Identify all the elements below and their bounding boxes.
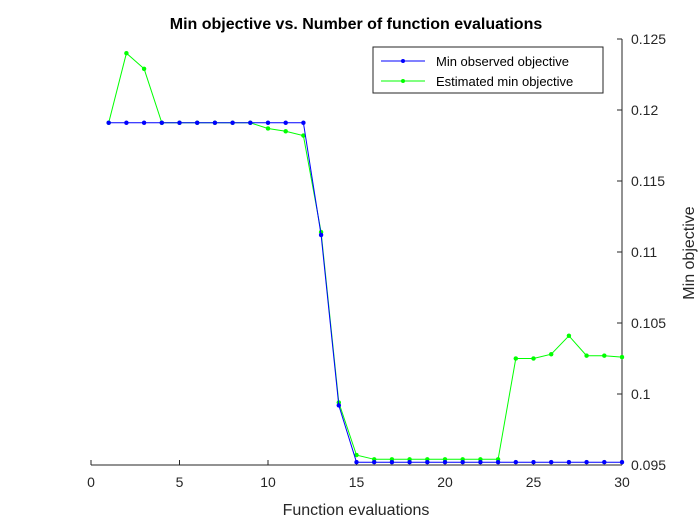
data-point [194,120,200,126]
data-point [425,459,430,465]
data-point [495,459,501,465]
axes: 0 5 10 15 20 25 300.095 0.1 0.105 0.11 0.115 0.12 0.… [87,31,666,490]
data-point [354,459,359,465]
data-point [248,120,253,126]
series-estimated-min-objective [106,50,625,462]
data-point [584,459,589,465]
x-tick-label: 20 [437,474,453,490]
data-point [212,120,218,126]
y-tick-label: 0.12 [631,102,658,118]
x-tick-label: 10 [260,474,276,490]
legend: Min observed objective Estimated min obje… [372,46,604,94]
data-point [513,459,519,465]
data-point [265,126,271,131]
data-point [602,353,607,358]
data-point [124,120,129,126]
data-point [389,459,395,465]
data-point [336,403,342,408]
y-axis-label: Min objective [681,206,698,299]
x-tick-label: 15 [349,474,365,490]
data-point [141,120,147,126]
x-axis-label: Function evaluations [283,502,430,519]
data-point [548,459,554,465]
chart-title: Min objective vs. Number of function eva… [170,16,543,33]
y-tick-label: 0.115 [631,173,665,189]
series-line [108,52,623,460]
data-point [159,120,165,126]
data-point [442,459,448,465]
y-tick-label: 0.105 [631,315,666,331]
data-point [371,459,377,465]
y-tick-label: 0.1 [631,386,651,402]
data-point [566,333,572,339]
data-point [584,353,589,358]
data-point [407,459,412,465]
x-tick-label: 5 [176,474,184,490]
data-point [106,120,111,126]
legend-entry: Min observed objective [381,54,569,69]
x-tick-label: 0 [87,474,95,490]
data-point [460,459,465,465]
series-layer [106,50,625,465]
data-point [566,459,572,465]
data-point [283,120,288,126]
legend-entry: Estimated min objective [381,74,573,89]
data-point [619,354,625,360]
legend-label: Estimated min objective [436,74,573,89]
y-tick-label: 0.095 [631,457,666,473]
data-point [531,356,536,361]
legend-label: Min observed objective [436,54,569,69]
data-point [301,120,306,126]
legend-swatch-marker [401,79,405,83]
data-point [124,50,129,56]
y-tick-label: 0.125 [631,31,666,47]
x-tick-label: 30 [614,474,630,490]
data-point [141,66,147,72]
data-point [265,120,271,126]
data-point [513,356,519,361]
data-point [318,232,324,238]
data-point [283,129,288,134]
data-point [478,459,483,465]
data-point [548,351,554,357]
y-tick-label: 0.11 [631,244,657,260]
series-line [108,122,622,463]
data-point [177,120,182,126]
series-min-observed-objective [106,120,625,465]
data-point [230,120,235,126]
data-point [531,459,536,465]
legend-swatch-marker [401,59,405,63]
x-tick-label: 25 [526,474,542,490]
data-point [602,459,607,465]
data-point [619,459,625,465]
legend-box [372,46,604,94]
